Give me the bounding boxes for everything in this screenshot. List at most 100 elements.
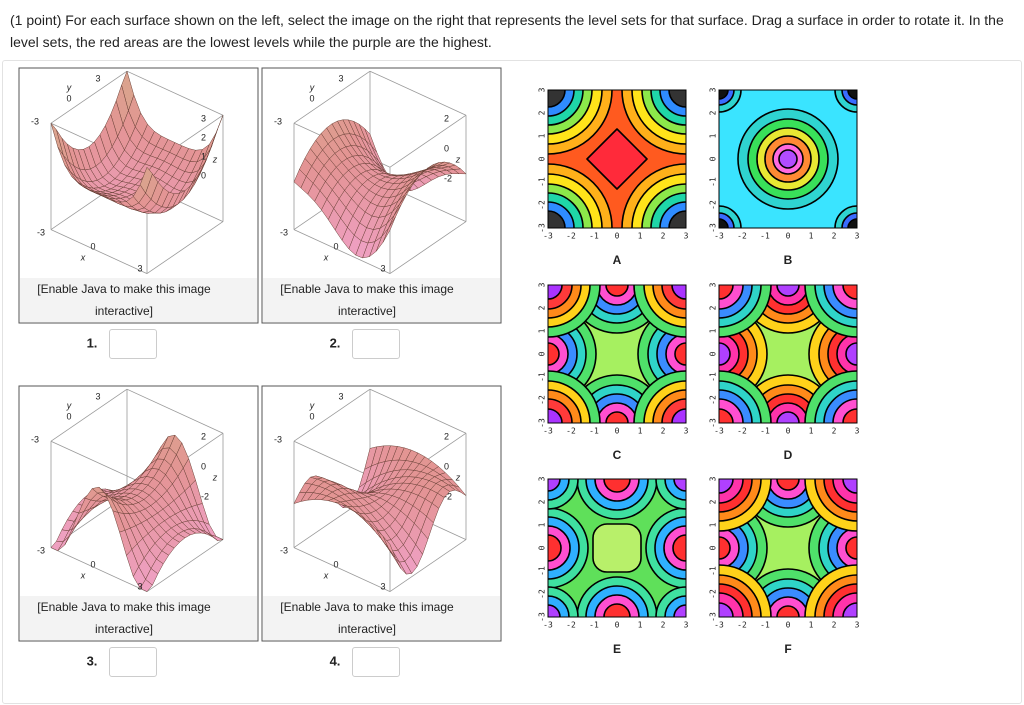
box-edge — [369, 388, 467, 434]
label: -3 — [543, 232, 553, 241]
label: -2 — [201, 491, 209, 501]
label: -2 — [709, 200, 718, 210]
contour-band — [719, 602, 734, 617]
label: -2 — [566, 621, 576, 630]
label: 1. — [87, 335, 98, 350]
plot-border — [547, 478, 687, 618]
contour-band — [778, 149, 798, 169]
box-edge — [146, 539, 224, 592]
label: x — [323, 570, 329, 580]
label: 2 — [709, 305, 718, 310]
label: D — [784, 448, 793, 462]
contour-band — [673, 604, 686, 617]
contour-band — [605, 285, 629, 297]
label: 3 — [855, 621, 860, 630]
label: 2 — [538, 499, 547, 504]
answer-input[interactable] — [352, 329, 400, 359]
caption-bg — [263, 278, 500, 322]
box-edge — [126, 388, 224, 434]
label: -1 — [709, 177, 718, 187]
label: 0 — [333, 241, 338, 251]
contour-band — [845, 536, 857, 560]
label: -3 — [543, 427, 553, 436]
label: 3 — [538, 87, 547, 92]
label: 0 — [538, 351, 547, 356]
surface-patch — [139, 166, 153, 194]
label: 3 — [538, 476, 547, 481]
label: interactive] — [338, 304, 396, 318]
label: -3 — [31, 434, 39, 444]
label: 1 — [809, 621, 814, 630]
label: -3 — [280, 227, 288, 237]
label: -3 — [274, 116, 282, 126]
box-edge — [50, 440, 148, 486]
label: 3 — [137, 263, 142, 273]
contour-band — [719, 408, 734, 423]
label: [Enable Java to make this image — [37, 600, 211, 614]
contour-band — [673, 479, 686, 492]
label: 3 — [538, 282, 547, 287]
label: 0 — [615, 621, 620, 630]
contour-band — [842, 479, 857, 494]
contour-band — [776, 285, 800, 297]
label: 1 — [709, 328, 718, 333]
contour-band — [605, 411, 629, 423]
label: z — [455, 472, 461, 482]
plot-border — [718, 284, 858, 424]
plot-border — [547, 89, 687, 229]
label: -1 — [760, 232, 770, 241]
label: -2 — [566, 232, 576, 241]
label: 3 — [380, 581, 385, 591]
label: 1 — [709, 133, 718, 138]
label: 3. — [87, 653, 98, 668]
label: 0 — [309, 411, 314, 421]
contour-band — [719, 218, 729, 228]
contour-band — [842, 285, 857, 300]
answer-input[interactable] — [109, 647, 157, 677]
box-edge — [389, 539, 467, 592]
label: -1 — [589, 427, 599, 436]
contour-band — [548, 479, 561, 492]
label: -2 — [538, 589, 547, 599]
label: z — [212, 472, 218, 482]
box-edge — [293, 547, 391, 592]
contour-band — [548, 342, 560, 366]
label: -2 — [538, 395, 547, 405]
label: 0 — [444, 461, 449, 471]
label: 2 — [661, 232, 666, 241]
box-edge — [293, 388, 371, 442]
box-edge — [50, 388, 128, 442]
answer-input[interactable] — [109, 329, 157, 359]
label: 2 — [444, 113, 449, 123]
contour-band — [548, 210, 566, 228]
contour-band — [719, 90, 729, 100]
label: 0 — [615, 232, 620, 241]
label: 2 — [709, 499, 718, 504]
answer-input[interactable] — [352, 647, 400, 677]
label: -2 — [566, 427, 576, 436]
label: 0 — [538, 545, 547, 550]
label: 1 — [809, 427, 814, 436]
label: 3 — [95, 73, 100, 83]
label: -3 — [31, 116, 39, 126]
label: -2 — [538, 200, 547, 210]
level-set-plot — [548, 90, 686, 228]
label: 3 — [95, 391, 100, 401]
label: [Enable Java to make this image — [37, 282, 211, 296]
label: 2 — [832, 232, 837, 241]
label: -3 — [538, 418, 547, 428]
label: -1 — [709, 372, 718, 382]
label: 1 — [538, 522, 547, 527]
label: -1 — [538, 177, 547, 187]
contour-band — [776, 479, 800, 491]
label: interactive] — [338, 622, 396, 636]
label: -3 — [709, 223, 718, 233]
contour-band — [847, 90, 857, 100]
label: 1 — [709, 522, 718, 527]
label: 2 — [661, 621, 666, 630]
box-edge — [146, 221, 224, 274]
label: [Enable Java to make this image — [280, 282, 454, 296]
level-set-plot — [548, 479, 686, 617]
